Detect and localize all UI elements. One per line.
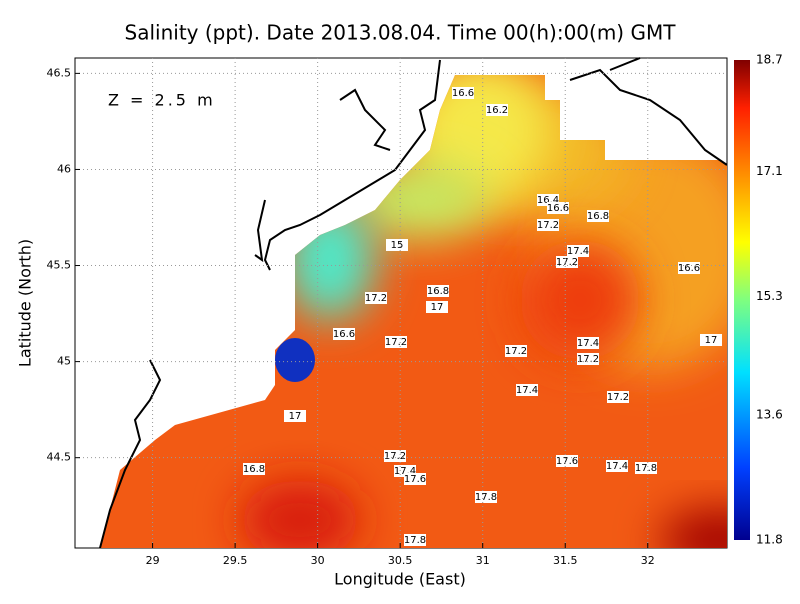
contour-label: 17.2 — [577, 354, 599, 365]
contour-label-box — [700, 334, 722, 346]
contour-label: 16.2 — [486, 105, 508, 116]
contour-label: 17.6 — [556, 456, 578, 467]
contour-label: 17.4 — [606, 461, 628, 472]
contour-label: 17.6 — [404, 474, 426, 485]
contour-label: 16.6 — [333, 329, 355, 340]
contour-label-box — [587, 210, 609, 222]
contour-label-box — [556, 455, 578, 467]
contour-label: 17.8 — [475, 492, 497, 503]
colorbar-tick-label: 18.7 — [756, 53, 783, 67]
contour-label: 16.8 — [243, 464, 265, 475]
contour-label: 17.4 — [577, 338, 599, 349]
contour-label-box — [475, 491, 497, 503]
contour-label-box — [333, 328, 355, 340]
y-tick-label: 46.5 — [47, 66, 72, 79]
y-tick-label: 46 — [57, 162, 71, 175]
contour-label-box — [365, 292, 387, 304]
colorbar-tick-label: 17.1 — [756, 164, 783, 178]
contour-label: 17.2 — [385, 337, 407, 348]
colorbar-tick-label: 15.3 — [756, 289, 783, 303]
contour-label-box — [404, 534, 426, 546]
contour-label: 17.4 — [394, 466, 416, 477]
depth-annotation: Z = 2.5 m — [108, 91, 216, 110]
contour-label: 17.2 — [607, 392, 629, 403]
contour-label: 17.8 — [404, 535, 426, 546]
contour-label-box — [386, 239, 408, 251]
contour-label-box — [547, 202, 569, 214]
contour-label: 17.2 — [365, 293, 387, 304]
contour-label: 17.2 — [384, 451, 406, 462]
contour-label: 17.8 — [635, 463, 657, 474]
colorbar-tick-label: 11.8 — [756, 533, 783, 547]
y-tick-label: 45 — [57, 355, 71, 368]
contour-label-box — [404, 473, 426, 485]
contour-label-box — [427, 285, 449, 297]
chart-title: Salinity (ppt). Date 2013.08.04. Time 00… — [125, 21, 677, 45]
x-tick-label: 31 — [476, 554, 490, 567]
y-tick-label: 45.5 — [47, 259, 72, 272]
contour-label-box — [577, 353, 599, 365]
x-tick-label: 29 — [146, 554, 160, 567]
contour-label-box — [635, 462, 657, 474]
contour-label-box — [606, 460, 628, 472]
contour-label-box — [607, 391, 629, 403]
contour-label-box — [516, 384, 538, 396]
contour-label: 16.6 — [452, 88, 474, 99]
contour-label-box — [678, 262, 700, 274]
x-tick-label: 29.5 — [223, 554, 248, 567]
contour-label-box — [384, 450, 406, 462]
y-axis-label: Latitude (North) — [16, 239, 35, 367]
contour-label-box — [567, 245, 589, 257]
contour-label: 17.4 — [516, 385, 538, 396]
contour-label-box — [452, 87, 474, 99]
contour-label: 15 — [391, 240, 404, 251]
contour-label: 17.4 — [567, 246, 589, 257]
contour-label-box — [556, 256, 578, 268]
contour-label-box — [537, 219, 559, 231]
contour-label: 16.8 — [587, 211, 609, 222]
contour-label-box — [284, 410, 306, 422]
x-axis-label: Longitude (East) — [334, 570, 466, 589]
x-tick-label: 31.5 — [553, 554, 578, 567]
contour-label-box — [426, 301, 448, 313]
coastline — [99, 57, 728, 549]
x-tick-label: 32 — [641, 554, 655, 567]
contour-label: 16.6 — [678, 263, 700, 274]
contour-label-box — [243, 463, 265, 475]
contour-label-box — [577, 337, 599, 349]
contour-label: 17 — [705, 335, 718, 346]
x-tick-label: 30 — [311, 554, 325, 567]
contour-label-box — [385, 336, 407, 348]
x-tick-label: 30.5 — [388, 554, 413, 567]
contour-label: 16.6 — [547, 203, 569, 214]
colorbar-tick-label: 13.6 — [756, 407, 783, 421]
contour-label: 16.4 — [537, 195, 559, 206]
contour-label: 17.2 — [537, 220, 559, 231]
contour-label-box — [486, 104, 508, 116]
contour-label: 17 — [289, 411, 302, 422]
contour-label: 16.8 — [427, 286, 449, 297]
contour-label: 17.2 — [505, 346, 527, 357]
contour-label: 17 — [431, 302, 444, 313]
y-tick-label: 44.5 — [47, 451, 72, 464]
contour-label-box — [505, 345, 527, 357]
colorbar — [734, 60, 750, 540]
contour-label: 17.2 — [556, 257, 578, 268]
contour-labels: 16.616.216.416.616.817.217.417.216.61516… — [243, 87, 722, 546]
